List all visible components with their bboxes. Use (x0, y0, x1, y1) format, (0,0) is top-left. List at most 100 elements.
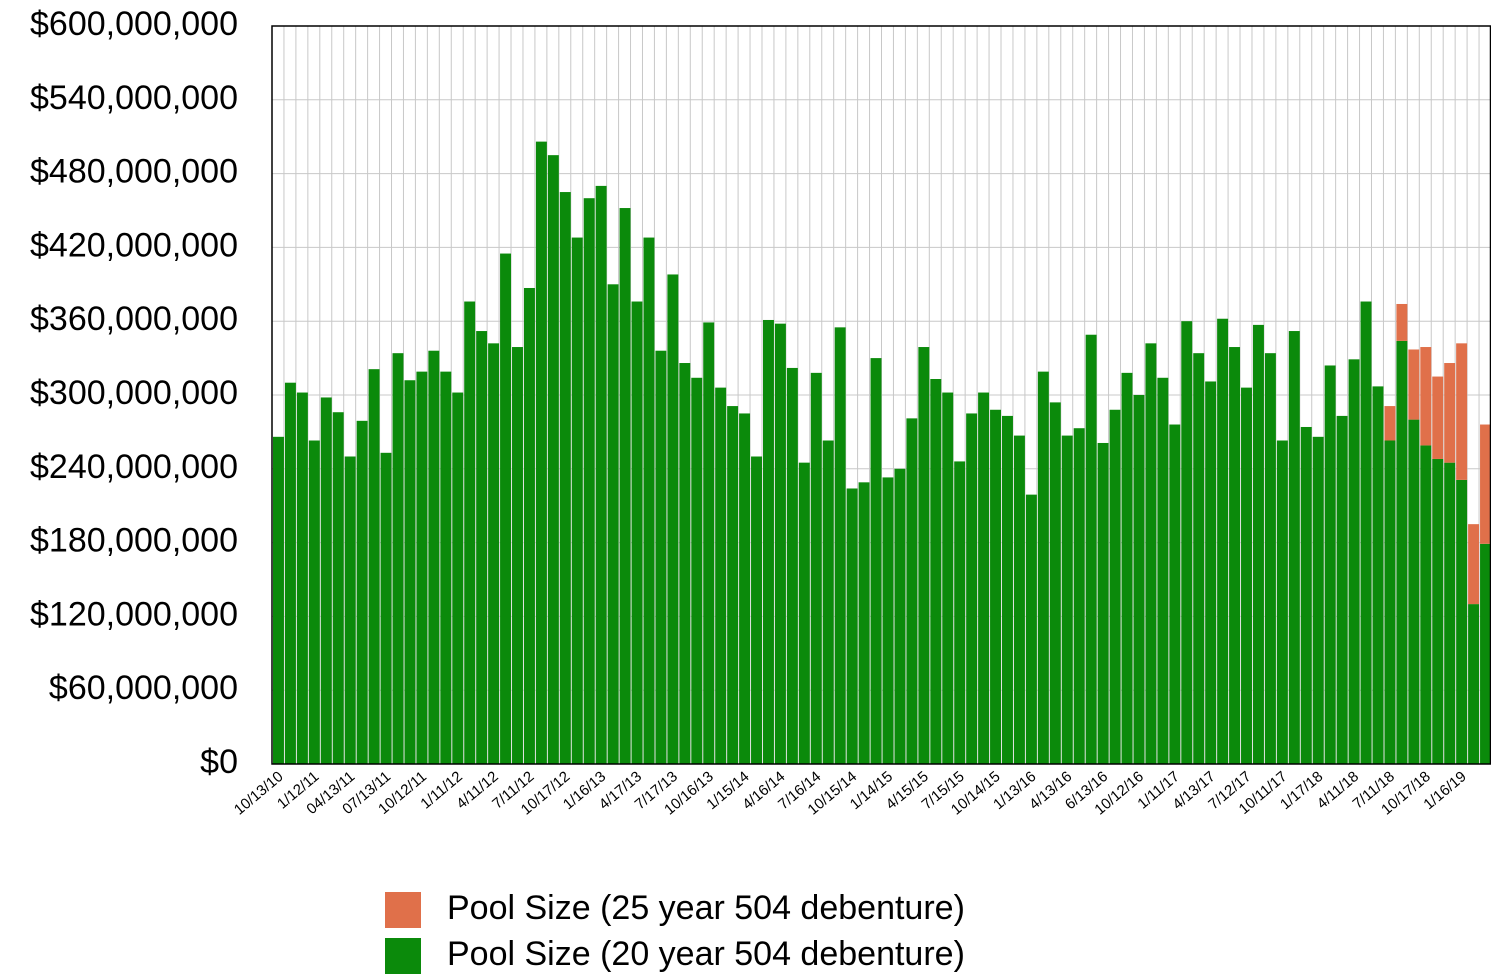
bar-segment (1229, 347, 1241, 764)
y-tick-label: $300,000,000 (30, 374, 238, 412)
bar-segment (1037, 371, 1049, 764)
bar-segment (1133, 395, 1145, 764)
bar-segment (1109, 409, 1121, 764)
bar-segment (368, 369, 380, 764)
bar-segment (978, 392, 990, 764)
bar-segment (1468, 604, 1480, 764)
bar-segment (1444, 363, 1456, 463)
bar-segment (571, 237, 583, 764)
bar-segment (1157, 377, 1169, 764)
bar-segment (1396, 303, 1408, 341)
legend-label: Pool Size (25 year 504 debenture) (447, 889, 965, 927)
bar-segment (870, 358, 882, 764)
bar-segment (643, 237, 655, 764)
bar-segment (380, 452, 392, 764)
bar-segment (906, 418, 918, 764)
y-tick-label: $360,000,000 (30, 300, 238, 338)
bar-segment (1181, 321, 1193, 764)
bar-segment (679, 363, 691, 764)
bar-segment (834, 327, 846, 764)
bar-segment (440, 371, 452, 764)
bar-segment (798, 462, 810, 764)
bar-segment (500, 253, 512, 765)
bar-segment (1073, 428, 1085, 764)
bar-segment (344, 456, 356, 764)
bar-segment (762, 319, 774, 764)
bar-segment (464, 301, 476, 764)
bar-segment (1408, 419, 1420, 764)
bar-segment (1121, 372, 1133, 764)
bar-segment (930, 379, 942, 764)
y-tick-label: $480,000,000 (30, 153, 238, 191)
bar-segment (1396, 340, 1408, 764)
bar-segment (1169, 424, 1181, 764)
bar-segment (356, 420, 368, 764)
bar-segment (715, 387, 727, 764)
bar-segment (810, 372, 822, 764)
bar-segment (284, 382, 296, 764)
bar-segment (1360, 301, 1372, 764)
bar-segment (619, 208, 631, 765)
y-tick-label: $0 (200, 743, 238, 781)
bar-segment (1408, 349, 1420, 420)
bar-segment (858, 482, 870, 764)
bar-segment (392, 353, 404, 764)
bar-segment (428, 350, 440, 764)
bar-segment (667, 274, 679, 764)
bar-segment (1468, 524, 1480, 605)
bar-segment (882, 477, 894, 764)
bar-segment (1420, 347, 1432, 446)
bar-segment (703, 322, 715, 764)
y-tick-label: $180,000,000 (30, 522, 238, 560)
bar-segment (416, 371, 428, 764)
y-tick-label: $540,000,000 (30, 79, 238, 117)
bar-segment (273, 436, 284, 764)
bar-segment (607, 284, 619, 764)
bar-segment (1002, 415, 1013, 764)
bar-segment (1384, 406, 1396, 441)
y-tick-label: $240,000,000 (30, 448, 238, 486)
y-tick-label: $60,000,000 (49, 669, 238, 707)
bar-segment (727, 406, 739, 764)
bar-segment (1456, 479, 1468, 764)
bar-segment (1312, 436, 1324, 764)
bar-segment (332, 412, 344, 764)
bar-segment (990, 409, 1002, 764)
bar-segment (452, 392, 464, 764)
bar-segment (1241, 387, 1252, 764)
bar-segment (1061, 435, 1073, 764)
bar-segment (1145, 343, 1157, 764)
bar-segment (404, 380, 416, 764)
legend-swatch (385, 892, 421, 928)
bar-segment (535, 141, 547, 764)
bar-segment (954, 461, 966, 764)
bar-segment (846, 488, 858, 764)
bar-segment (488, 343, 500, 764)
bar-segment (523, 287, 535, 764)
bar-segment (1432, 376, 1444, 459)
bar-segment (655, 350, 667, 764)
bar-segment (1013, 435, 1025, 764)
bar-segment (1276, 440, 1288, 764)
bar-segment (320, 397, 332, 764)
bar-segment (1348, 359, 1360, 764)
y-tick-label: $420,000,000 (30, 226, 238, 264)
bar-segment (1444, 462, 1456, 764)
bar-segment (894, 468, 906, 764)
bar-segment (739, 413, 751, 764)
bar-segment (1372, 386, 1384, 764)
bar-segment (1456, 343, 1468, 480)
bar-segment (1480, 543, 1491, 764)
bar-segment (1264, 353, 1276, 764)
legend-swatch (385, 938, 421, 974)
legend-label: Pool Size (20 year 504 debenture) (447, 935, 965, 973)
bar-segment (595, 185, 607, 764)
bar-segment (774, 323, 786, 764)
bar-segment (1288, 331, 1300, 764)
y-tick-label: $600,000,000 (30, 5, 238, 43)
bar-segment (1217, 318, 1229, 764)
bar-segment (1420, 445, 1432, 764)
bar-segment (786, 367, 798, 764)
bar-segment (1480, 424, 1491, 544)
